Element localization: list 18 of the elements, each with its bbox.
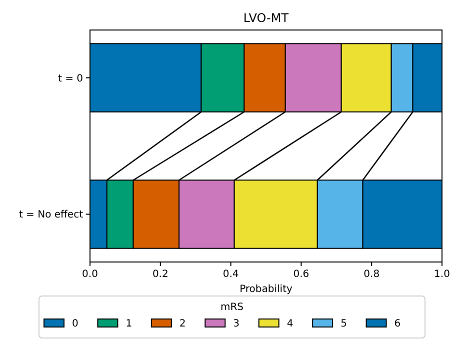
legend-label: 3 — [233, 318, 240, 330]
legend-label: 1 — [126, 318, 132, 330]
x-tick-label: 0.4 — [222, 269, 239, 280]
x-tick-label: 0.0 — [82, 269, 98, 280]
legend-label: 6 — [394, 318, 401, 330]
x-tick-label: 0.2 — [152, 269, 168, 280]
legend-title: mRS — [220, 302, 244, 313]
legend-label: 5 — [340, 318, 347, 330]
legend-label: 4 — [286, 318, 294, 330]
chart-title: LVO-MT — [243, 11, 290, 25]
legend-label: 0 — [72, 318, 78, 330]
y-tick-label: t = 0 — [58, 73, 83, 84]
y-tick-label: t = No effect — [18, 210, 84, 221]
x-tick-label: 0.8 — [364, 269, 380, 280]
x-tick-label: 1.0 — [434, 269, 450, 280]
legend-label: 2 — [179, 318, 186, 330]
x-tick-label: 0.6 — [293, 269, 310, 280]
x-axis-title: Probability — [240, 284, 293, 295]
